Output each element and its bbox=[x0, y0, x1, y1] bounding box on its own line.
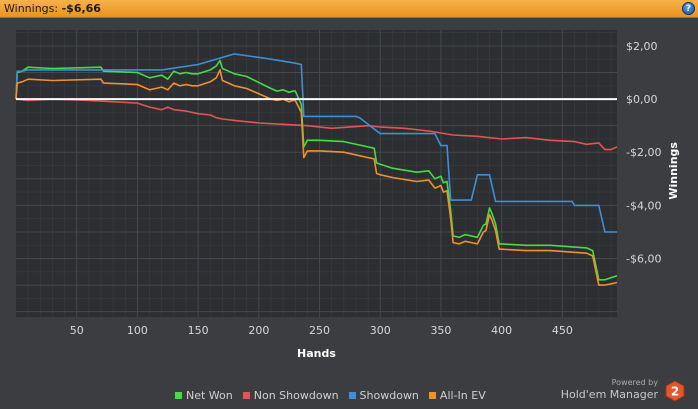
y-tick-label: -$2,00 bbox=[626, 146, 661, 159]
series-line-all-in-ev bbox=[15, 69, 618, 286]
legend-item-net-won[interactable]: Net Won bbox=[175, 389, 233, 402]
y-tick-label: $0,00 bbox=[626, 93, 658, 106]
x-axis-label: Hands bbox=[297, 347, 336, 360]
x-tick-label: 300 bbox=[370, 324, 391, 337]
winnings-label: Winnings: bbox=[4, 2, 59, 15]
winnings-summary: Winnings: -$6,66 bbox=[4, 2, 101, 15]
x-tick-label: 200 bbox=[248, 324, 269, 337]
y-axis-label: Winnings bbox=[667, 142, 680, 200]
plot-area bbox=[16, 30, 617, 317]
y-tick-label: -$6,00 bbox=[626, 253, 661, 266]
legend: Net Won Non Showdown Showdown All-In EV bbox=[175, 389, 486, 402]
legend-swatch-showdown bbox=[348, 392, 356, 399]
winnings-value: -$6,66 bbox=[61, 2, 101, 15]
logo-number: 2 bbox=[671, 385, 679, 399]
powered-by-text: Powered by bbox=[611, 378, 658, 387]
help-icon[interactable]: ? bbox=[682, 2, 695, 15]
x-tick-label: 100 bbox=[127, 324, 148, 337]
brand-name: Hold'em Manager bbox=[560, 388, 658, 401]
series-line-net-won bbox=[15, 59, 618, 281]
legend-swatch-all-in-ev bbox=[428, 392, 436, 399]
brand: Powered by Hold'em Manager 2 bbox=[560, 377, 692, 405]
x-tick-label: 350 bbox=[430, 324, 451, 337]
series-lines bbox=[15, 53, 618, 286]
series-line-non-showdown bbox=[16, 98, 618, 151]
y-tick-label: $2,00 bbox=[626, 40, 658, 53]
x-tick-label: 150 bbox=[188, 324, 209, 337]
series-line-showdown bbox=[15, 53, 617, 233]
x-tick-labels: 50 100 150 200 250 300 350 400 450 bbox=[70, 324, 573, 337]
legend-label: All-In EV bbox=[439, 389, 486, 402]
legend-item-non-showdown[interactable]: Non Showdown bbox=[242, 389, 339, 402]
title-bar: Winnings: -$6,66 ? bbox=[0, 0, 698, 18]
x-tick-label: 450 bbox=[552, 324, 573, 337]
holdem-manager-logo-icon: 2 bbox=[665, 380, 685, 402]
legend-label: Net Won bbox=[186, 389, 233, 402]
legend-swatch-net-won bbox=[175, 392, 182, 399]
legend-item-showdown[interactable]: Showdown bbox=[348, 389, 419, 402]
legend-item-all-in-ev[interactable]: All-In EV bbox=[428, 389, 486, 402]
legend-label: Non Showdown bbox=[253, 389, 339, 402]
y-tick-labels: $2,00 $0,00 -$2,00 -$4,00 -$6,00 bbox=[626, 40, 661, 266]
y-tick-label: -$4,00 bbox=[626, 199, 661, 212]
x-tick-label: 50 bbox=[70, 324, 84, 337]
x-tick-label: 400 bbox=[491, 324, 512, 337]
legend-swatch-non-showdown bbox=[242, 392, 250, 399]
x-tick-label: 250 bbox=[309, 324, 330, 337]
legend-label: Showdown bbox=[359, 389, 419, 402]
